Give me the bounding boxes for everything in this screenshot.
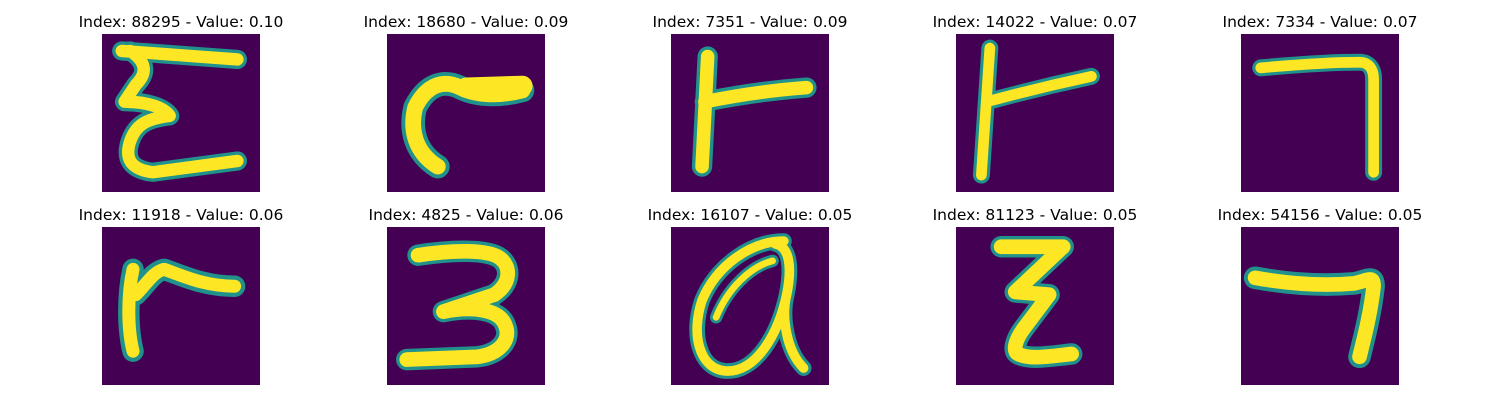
panel-title: Index: 7351 - Value: 0.09 [652,13,848,31]
glyph-image-seven [1241,34,1399,192]
image-panel-5: Index: 7334 - Value: 0.07 [1223,12,1417,207]
glyph-image-epsilon [102,34,260,192]
panel-title: Index: 11918 - Value: 0.06 [78,206,284,224]
glyph-image-xi [956,227,1114,385]
glyph-image-r [671,34,829,192]
image-panel-8: Index: 16107 - Value: 0.05 [648,205,852,400]
image-panel-9: Index: 81123 - Value: 0.05 [933,205,1137,400]
panel-title: Index: 4825 - Value: 0.06 [368,206,564,224]
image-panel-10: Index: 54156 - Value: 0.05 [1218,205,1422,400]
panel-title: Index: 7334 - Value: 0.07 [1222,13,1418,31]
glyph-image-seven-2 [1241,227,1399,385]
glyph-image-c [387,34,545,192]
panel-title: Index: 18680 - Value: 0.09 [363,13,569,31]
panel-title: Index: 14022 - Value: 0.07 [932,13,1138,31]
glyph-image-three [387,227,545,385]
panel-title: Index: 88295 - Value: 0.10 [78,13,284,31]
image-panel-2: Index: 18680 - Value: 0.09 [364,12,568,207]
glyph-image-q [671,227,829,385]
panel-title: Index: 81123 - Value: 0.05 [932,206,1138,224]
image-panel-3: Index: 7351 - Value: 0.09 [653,12,847,207]
glyph-image-r-3 [102,227,260,385]
image-panel-1: Index: 88295 - Value: 0.10 [79,12,283,207]
image-panel-6: Index: 11918 - Value: 0.06 [79,205,283,400]
panel-title: Index: 16107 - Value: 0.05 [647,206,853,224]
image-panel-4: Index: 14022 - Value: 0.07 [933,12,1137,207]
panel-title: Index: 54156 - Value: 0.05 [1217,206,1423,224]
glyph-image-r-2 [956,34,1114,192]
image-panel-7: Index: 4825 - Value: 0.06 [369,205,563,400]
